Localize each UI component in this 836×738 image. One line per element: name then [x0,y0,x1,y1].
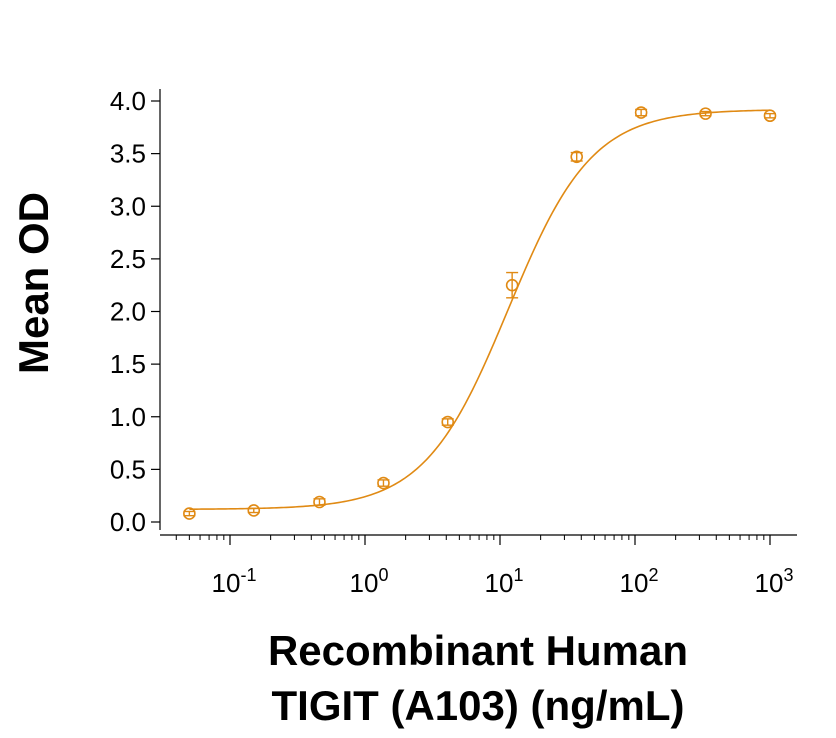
y-tick-label: 0.0 [110,507,146,537]
point-marker [505,278,519,292]
x-axis-title-line2: TIGIT (A103) (ng/mL) [272,682,685,729]
y-tick-label: 3.0 [110,191,146,221]
point-marker [377,476,390,490]
y-tick-label: 1.5 [110,349,146,379]
point-marker [634,106,648,119]
x-tick-base: 10 [485,568,514,598]
data-point [183,507,196,520]
x-tick-label: 10-1 [212,565,257,598]
x-tick-exponent: -1 [240,565,256,585]
y-tick-label: 0.5 [110,454,146,484]
data-point [570,150,584,164]
x-tick-exponent: 1 [513,565,523,585]
data-point [505,271,519,299]
x-tick-label: 100 [350,565,389,598]
point-marker [699,107,712,120]
x-axis: 10-1 100 101 102 103 [160,534,797,598]
x-tick-base: 10 [620,568,649,598]
data-points-layer [183,106,777,520]
point-marker [570,150,584,164]
data-point [441,415,455,429]
y-tick-label: 4.0 [110,86,146,116]
x-tick-exponent: 2 [648,565,658,585]
x-tick-label: 101 [485,565,524,598]
data-point [247,504,261,517]
y-tick-label: 2.0 [110,297,146,327]
x-tick-base: 10 [212,568,241,598]
point-marker [183,507,196,520]
y-tick-label: 1.0 [110,402,146,432]
data-point [763,109,777,123]
fit-curve-layer [189,109,771,510]
point-marker [441,415,455,429]
point-marker [247,504,261,517]
x-tick-label: 103 [755,565,794,598]
data-point [699,107,712,120]
fit-curve [189,109,771,510]
y-tick-label: 2.5 [110,244,146,274]
x-axis-title-line1: Recombinant Human [268,627,688,674]
data-point [634,106,648,119]
point-marker [313,495,326,509]
y-axis: 0.0 0.5 1.0 1.5 2.0 2.5 3.0 3.5 4.0 [110,86,161,537]
data-point [377,476,390,490]
x-tick-base: 10 [350,568,379,598]
x-tick-base: 10 [755,568,784,598]
x-tick-exponent: 0 [378,565,388,585]
y-axis-title: Mean OD [10,192,57,374]
point-marker [763,109,777,123]
data-point [313,495,326,509]
x-tick-exponent: 3 [783,565,793,585]
y-tick-label: 3.5 [110,139,146,169]
x-tick-label: 102 [620,565,659,598]
